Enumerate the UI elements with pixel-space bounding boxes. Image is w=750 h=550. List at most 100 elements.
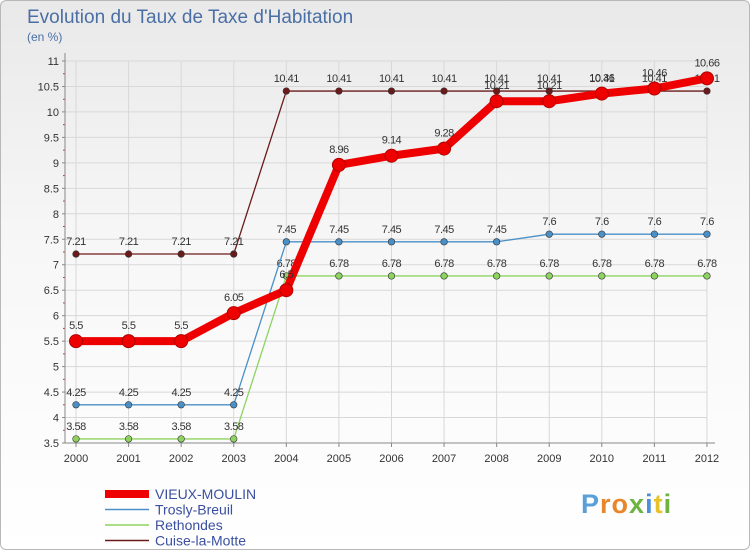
data-point — [335, 238, 343, 246]
y-tick-label: 8 — [53, 209, 59, 221]
x-tick-label: 2003 — [221, 453, 245, 465]
data-point — [177, 250, 185, 258]
data-label: 7.6 — [647, 216, 661, 228]
data-label: 3.58 — [171, 421, 191, 433]
x-tick-label: 2011 — [643, 453, 667, 465]
data-label: 3.58 — [66, 421, 86, 433]
data-point — [124, 250, 133, 258]
x-tick-label: 2006 — [379, 453, 403, 465]
data-label: 10.41 — [379, 73, 404, 85]
x-tick-label: 2002 — [169, 453, 193, 465]
chart-subtitle: (en %) — [27, 30, 63, 44]
y-tick-label: 6 — [53, 311, 59, 323]
logo-letter: P — [581, 489, 601, 519]
x-tick-label: 2008 — [484, 453, 508, 465]
x-tick-label: 2007 — [432, 453, 456, 465]
y-tick-label: 7.5 — [44, 234, 59, 246]
logo-letter: i — [645, 489, 654, 519]
data-point — [440, 87, 448, 95]
data-label: 7.6 — [542, 216, 556, 228]
data-label: 7.21 — [66, 236, 86, 248]
data-point — [699, 71, 714, 86]
data-point — [387, 87, 396, 95]
data-label: 7.45 — [277, 224, 297, 236]
data-point — [650, 230, 658, 238]
data-point — [650, 272, 658, 280]
data-label: 4.25 — [224, 387, 244, 399]
data-label: 6.78 — [434, 258, 454, 270]
data-label: 7.45 — [329, 224, 349, 236]
x-tick-label: 2005 — [327, 453, 351, 465]
data-label: 9.14 — [382, 135, 402, 147]
data-point — [594, 86, 609, 101]
y-tick-label: 8.5 — [44, 183, 59, 195]
data-point — [124, 435, 133, 443]
data-label: 4.25 — [119, 387, 139, 399]
data-label: 6.05 — [224, 292, 244, 304]
data-point — [226, 306, 241, 321]
data-point — [230, 250, 238, 258]
data-point — [282, 238, 290, 246]
legend-label: Cuise-la-Motte — [155, 533, 246, 549]
data-point — [440, 238, 448, 246]
data-label: 5.5 — [122, 320, 136, 332]
data-point — [703, 230, 711, 238]
data-label: 10.21 — [484, 80, 509, 92]
data-point — [335, 272, 343, 280]
data-point — [69, 334, 83, 349]
y-tick-label: 7 — [53, 260, 59, 272]
logo-letter: o — [611, 489, 630, 519]
data-label: 9.28 — [434, 128, 454, 140]
legend-label: VIEUX-MOULIN — [155, 486, 256, 502]
y-tick-label: 6.5 — [44, 285, 59, 297]
data-label: 10.41 — [432, 73, 457, 85]
proxiti-logo: Proxiti — [581, 489, 672, 520]
data-point — [703, 272, 711, 280]
data-point — [331, 157, 346, 172]
data-point — [177, 401, 185, 409]
data-point — [121, 334, 136, 349]
data-point — [440, 272, 448, 280]
data-label: 8.96 — [329, 144, 349, 156]
data-point — [545, 230, 553, 238]
data-point — [72, 401, 80, 409]
data-point — [282, 87, 290, 95]
x-tick-label: 2004 — [274, 453, 298, 465]
y-tick-label: 3.5 — [44, 438, 59, 450]
chart-title: Evolution du Taux de Taxe d'Habitation — [27, 7, 354, 28]
data-point — [545, 272, 553, 280]
y-tick-label: 10 — [47, 107, 59, 119]
data-label: 7.21 — [224, 236, 244, 248]
data-label: 10.41 — [326, 73, 351, 85]
data-label: 10.36 — [589, 73, 614, 85]
x-tick-label: 2001 — [116, 453, 140, 465]
data-label: 5.5 — [69, 320, 83, 332]
data-label: 7.6 — [595, 216, 609, 228]
data-point — [177, 435, 185, 443]
y-tick-label: 5.5 — [44, 336, 59, 348]
data-label: 10.41 — [589, 73, 614, 85]
logo-letter: t — [653, 489, 664, 519]
data-label: 10.41 — [274, 73, 299, 85]
data-label: 7.45 — [434, 224, 454, 236]
data-point — [387, 238, 396, 246]
y-tick-label: 10.5 — [38, 81, 59, 93]
data-label: 3.58 — [119, 421, 139, 433]
data-label: 7.21 — [171, 236, 191, 248]
y-tick-label: 9 — [53, 158, 59, 170]
data-point — [493, 238, 501, 246]
x-tick-label: 2000 — [64, 453, 88, 465]
data-point — [72, 435, 80, 443]
data-point — [437, 141, 452, 156]
x-tick-label: 2009 — [537, 453, 561, 465]
logo-letter: x — [629, 489, 646, 519]
data-point — [72, 250, 80, 258]
data-point — [598, 272, 606, 280]
data-label: 10.41 — [642, 73, 667, 85]
logo-letter: i — [663, 489, 673, 519]
data-point — [124, 401, 133, 409]
data-label: 6.78 — [487, 258, 507, 270]
y-tick-label: 4 — [53, 413, 59, 425]
